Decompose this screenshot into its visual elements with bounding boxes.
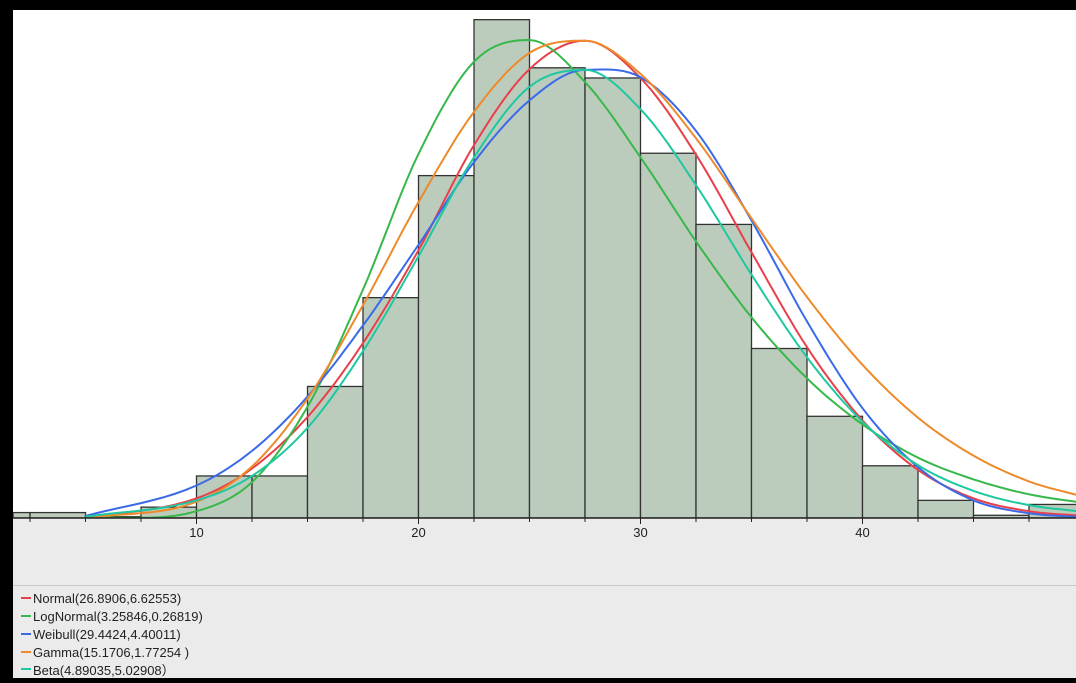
legend: Normal(26.8906,6.62553) LogNormal(3.2584… [13,585,1076,678]
legend-item-normal: Normal(26.8906,6.62553) [21,590,181,606]
x-tick-label: 40 [855,525,869,540]
series-line [85,39,1076,519]
series-line [85,68,1076,518]
x-axis-ticks: 102030405 [29,518,1030,540]
histogram-bar [584,77,642,519]
legend-item-beta: Beta(4.89035,5.02908） [21,661,175,678]
legend-item-gamma: Gamma(15.1706,1.77254 ) [21,644,189,660]
fitted-curves [85,38,1076,519]
histogram-bar [417,174,475,519]
x-tick-label: 10 [189,525,203,540]
histogram-bar [29,511,87,519]
histogram-bar [917,499,975,519]
legend-label-lognormal: LogNormal(3.25846,0.26819) [33,608,203,624]
histogram-bar [639,152,697,519]
histogram-bar [528,67,586,519]
histogram-bar [861,465,919,519]
x-tick-label: 20 [411,525,425,540]
legend-label-normal: Normal(26.8906,6.62553) [33,590,182,606]
legend-item-lognormal: LogNormal(3.25846,0.26819) [21,608,203,624]
legend-label-beta: Beta(4.89035,5.02908） [33,662,175,678]
histogram-bar [251,475,309,519]
x-axis-panel [13,518,1076,585]
legend-swatch-gamma [21,651,31,653]
legend-swatch-beta [21,668,31,670]
histogram-bar [806,415,864,519]
histogram-bar [13,511,31,519]
legend-swatch-weibull [21,633,31,635]
x-tick-label: 30 [633,525,647,540]
chart-frame: 102030405 Normal(26.8906,6.62553) LogNor… [13,10,1076,678]
legend-swatch-lognormal [21,615,31,617]
histogram-bar [750,347,808,519]
legend-label-gamma: Gamma(15.1706,1.77254 ) [33,644,190,660]
series-line [85,38,1076,519]
legend-label-weibull: Weibull(29.4424,4.40011) [33,626,181,642]
chart-plot: 102030405 [13,10,1076,585]
histogram-bar [695,223,753,519]
legend-item-weibull: Weibull(29.4424,4.40011) [21,626,181,642]
legend-swatch-normal [21,597,31,599]
histogram-bars [13,19,1076,519]
series-line [85,68,1076,518]
